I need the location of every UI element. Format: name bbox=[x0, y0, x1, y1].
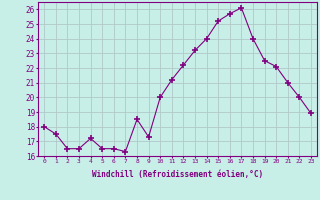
X-axis label: Windchill (Refroidissement éolien,°C): Windchill (Refroidissement éolien,°C) bbox=[92, 170, 263, 179]
